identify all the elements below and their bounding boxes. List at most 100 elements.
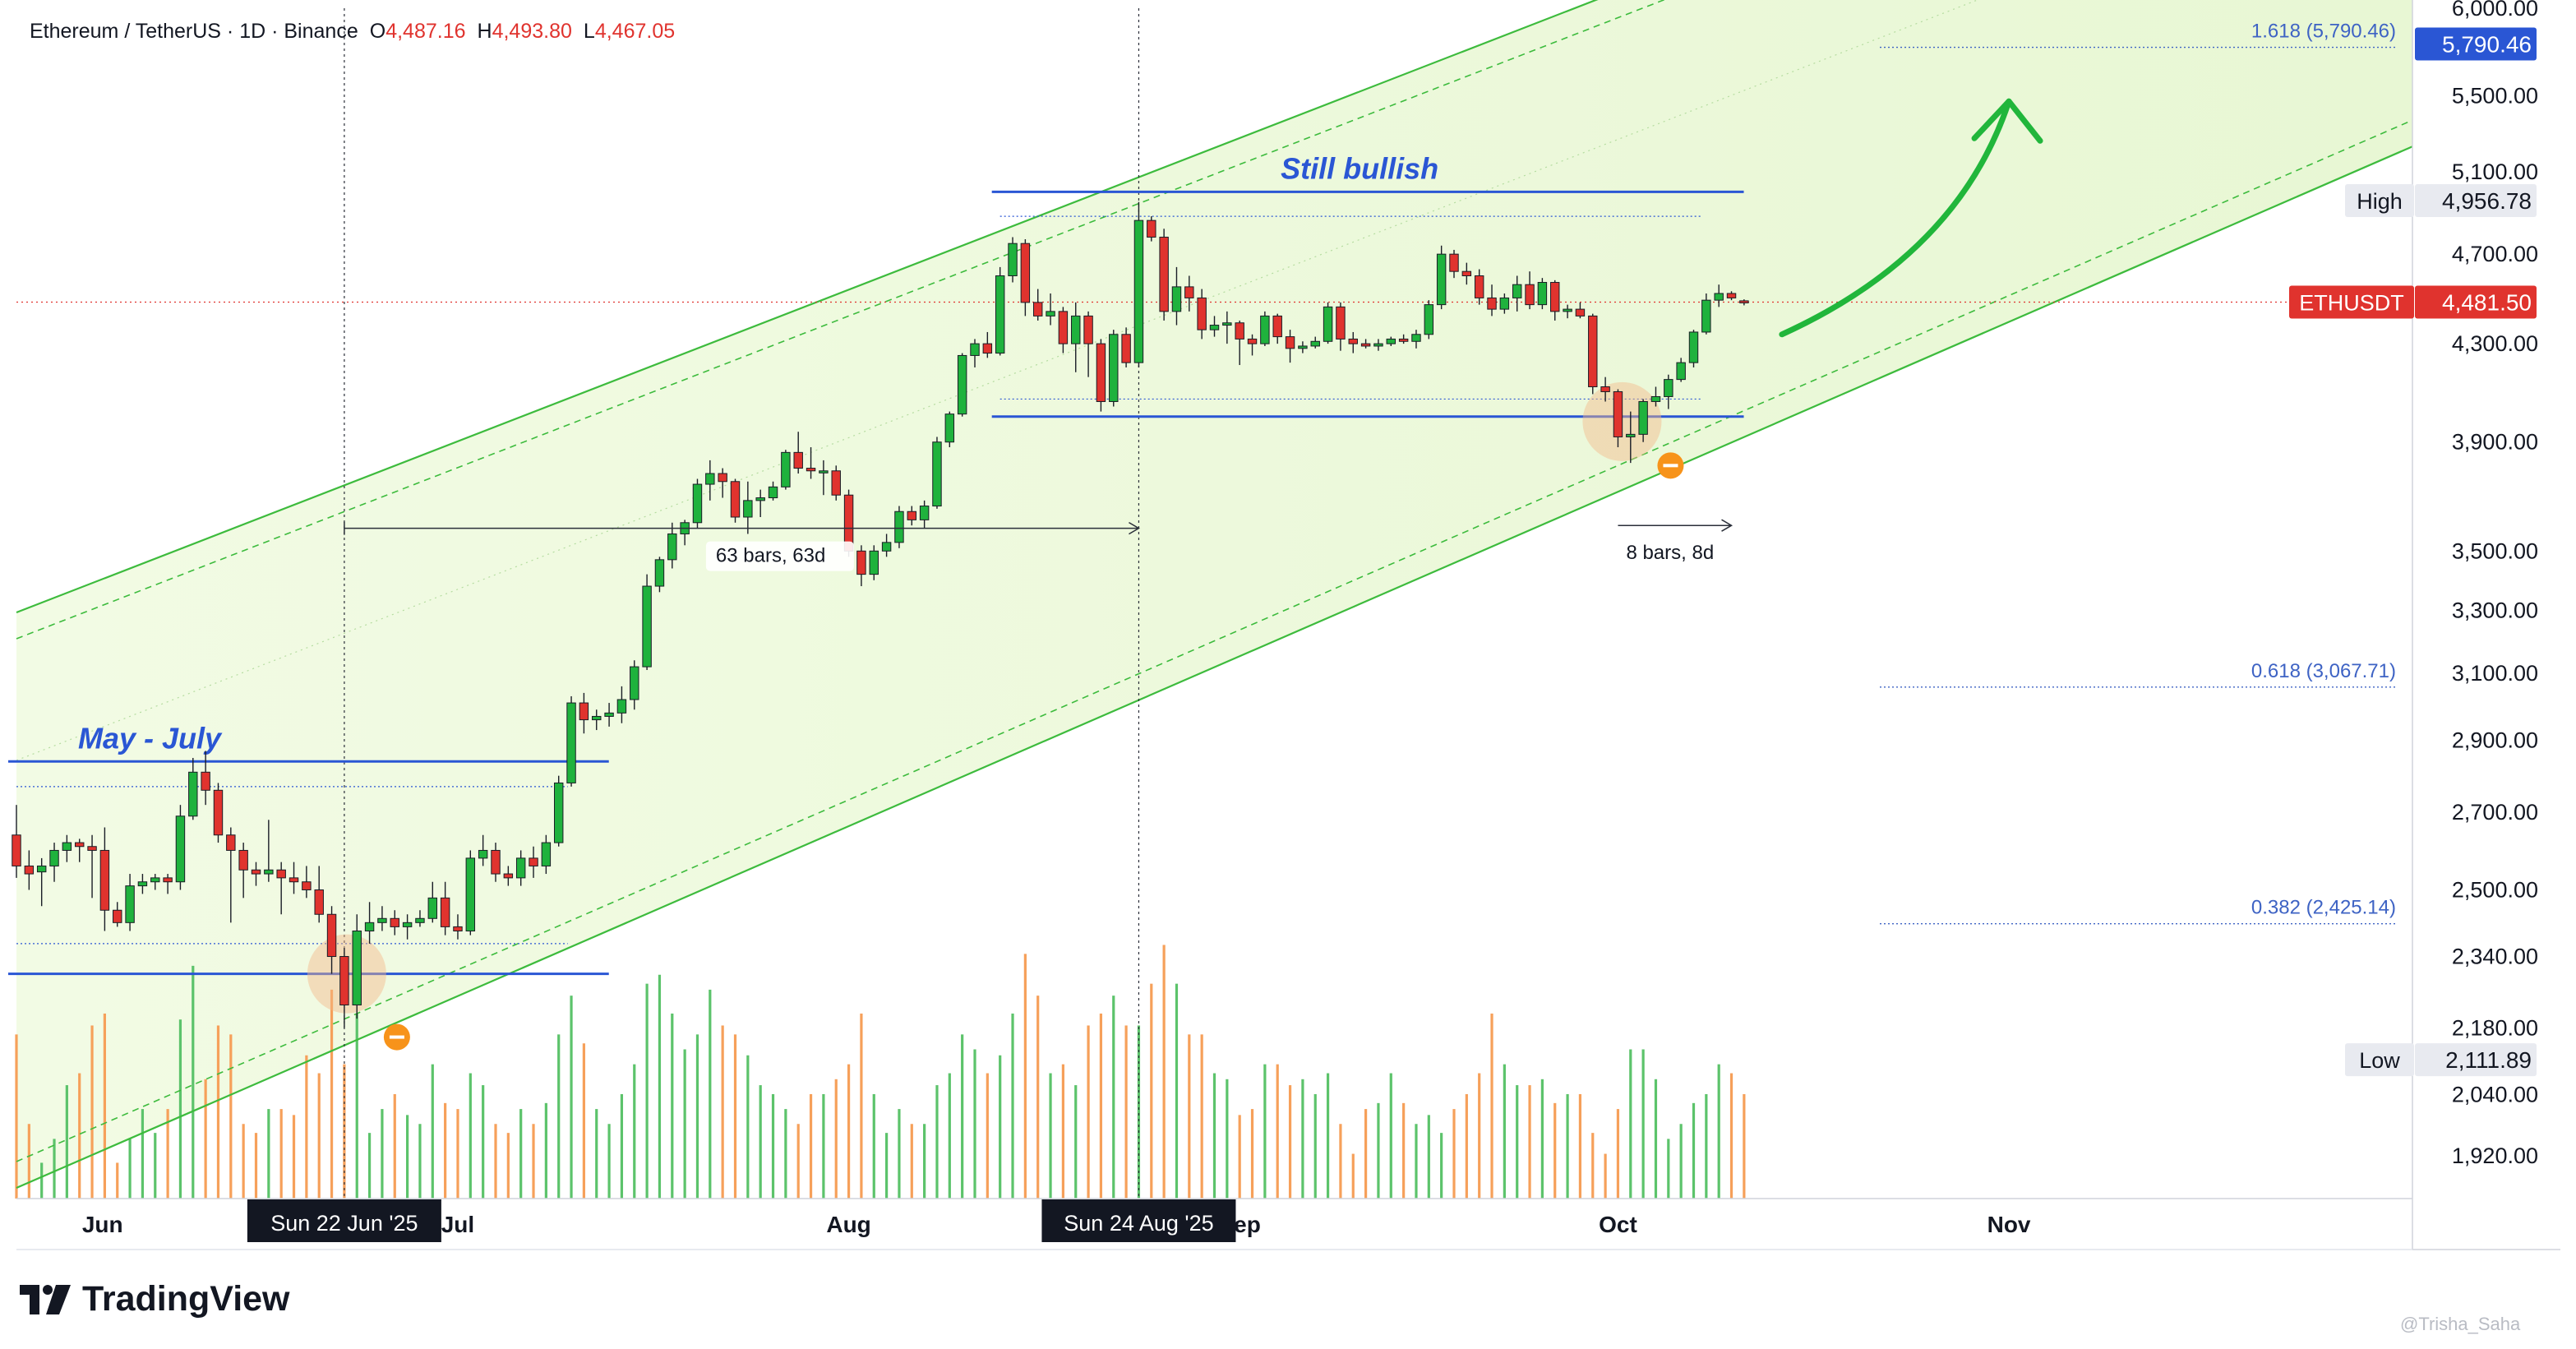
candle-up xyxy=(616,699,627,714)
volume-bar xyxy=(1188,1034,1191,1199)
candle-down xyxy=(1739,300,1749,303)
candle-down xyxy=(1360,343,1371,347)
candle-down xyxy=(1588,315,1598,388)
channel-lower-inner-line xyxy=(16,119,2413,1162)
volume-bar xyxy=(1112,996,1115,1199)
volume-bar xyxy=(90,1025,94,1199)
candle-up xyxy=(768,486,778,499)
volume-bar xyxy=(885,1133,889,1199)
candle-up xyxy=(49,849,59,866)
ohlc-low-label: L xyxy=(583,20,595,43)
volume-bar xyxy=(1604,1153,1607,1199)
candle-up xyxy=(541,842,552,866)
measure-2-label-bg xyxy=(1616,538,1740,569)
candle-up xyxy=(1046,311,1055,316)
candle-down xyxy=(503,873,514,879)
volume-bar xyxy=(178,1019,182,1199)
price-tick-label: 5,100.00 xyxy=(2452,159,2538,184)
candle-down xyxy=(87,846,97,851)
volume-bar xyxy=(267,1109,270,1199)
candle-down xyxy=(1575,308,1586,316)
volume-bar xyxy=(948,1073,951,1199)
candle-down xyxy=(1461,270,1472,276)
volume-bar xyxy=(633,1064,636,1199)
volume-bar xyxy=(1553,1102,1557,1199)
candle-up xyxy=(743,500,753,518)
candle-up xyxy=(1512,284,1522,298)
candle-up xyxy=(604,712,614,717)
volume-bar xyxy=(406,1115,409,1199)
author-watermark: @Trisha_Saha xyxy=(2400,1314,2521,1334)
candle-down xyxy=(1121,334,1131,363)
time-tick-label: Jun xyxy=(82,1212,123,1237)
volume-bar xyxy=(1364,1109,1368,1199)
volume-bar xyxy=(242,1124,245,1199)
candle-up xyxy=(1701,299,1711,333)
high-value: 4,956.78 xyxy=(2442,188,2532,214)
candle-up xyxy=(1424,304,1434,335)
price-tick-label: 3,900.00 xyxy=(2452,430,2538,455)
volume-bar xyxy=(1339,1124,1342,1199)
volume-bar xyxy=(494,1124,497,1199)
volume-bar xyxy=(1540,1079,1544,1199)
candle-up xyxy=(125,885,135,923)
candle-down xyxy=(1184,286,1194,298)
volume-bar xyxy=(822,1093,825,1199)
candle-down xyxy=(1398,338,1409,342)
time-tick-label: Oct xyxy=(1599,1212,1637,1237)
volume-bar xyxy=(1503,1064,1506,1199)
volume-bar xyxy=(1490,1013,1493,1199)
volume-bar xyxy=(192,965,195,1199)
volume-bar xyxy=(771,1093,775,1199)
volume-bar xyxy=(709,989,712,1199)
volume-bar xyxy=(367,1133,372,1199)
candle-down xyxy=(453,926,463,932)
symbol-name: Ethereum / TetherUS · 1D · Binance xyxy=(30,20,358,43)
candle-up xyxy=(478,849,488,859)
volume-bar xyxy=(381,1109,384,1199)
volume-bar xyxy=(1578,1093,1582,1199)
measure-1-label-bg xyxy=(705,541,854,571)
date-label-bg xyxy=(247,1199,441,1242)
volume-bar xyxy=(1629,1049,1632,1199)
volume-bar xyxy=(1717,1064,1720,1199)
volume-bar xyxy=(898,1109,901,1199)
volume-bar xyxy=(330,989,334,1199)
volume-bar xyxy=(1351,1153,1355,1199)
brand-name: TradingView xyxy=(82,1279,290,1319)
volume-bar xyxy=(1440,1133,1443,1199)
volume-bar xyxy=(695,1034,699,1199)
volume-bar xyxy=(1011,1013,1014,1199)
volume-bar xyxy=(1667,1139,1670,1199)
candle-down xyxy=(1159,236,1169,312)
volume-bar xyxy=(1150,983,1153,1199)
volume-bar xyxy=(557,1034,561,1199)
candle-down xyxy=(12,834,21,866)
price-tick-label: 2,040.00 xyxy=(2452,1083,2538,1107)
volume-bar xyxy=(456,1109,459,1199)
candle-up xyxy=(1664,379,1673,397)
volume-bar xyxy=(166,1109,169,1199)
volume-bar xyxy=(1641,1049,1645,1199)
volume-bar xyxy=(1036,996,1040,1199)
tradingview-brand[interactable]: TradingView xyxy=(20,1279,290,1319)
fib-label: 1.618 (5,790.46) xyxy=(2251,21,2396,43)
volume-bar xyxy=(216,1025,220,1199)
high-tag-label: High xyxy=(2357,189,2403,214)
event-marker-glyph xyxy=(1663,464,1678,468)
volume-bar xyxy=(683,1049,686,1199)
volume-bar xyxy=(1465,1093,1468,1199)
volume-bar xyxy=(607,1124,611,1199)
candle-up xyxy=(1537,282,1548,306)
candle-down xyxy=(831,470,841,496)
volume-bar xyxy=(292,1115,296,1199)
candle-down xyxy=(1348,338,1358,344)
volume-bar xyxy=(570,996,573,1199)
measure-2-label: 8 bars, 8d xyxy=(1626,542,1714,564)
volume-bar xyxy=(733,1034,737,1199)
volume-bar xyxy=(1389,1073,1392,1199)
candle-up xyxy=(1323,306,1333,342)
volume-bar xyxy=(1087,1025,1090,1199)
volume-bar xyxy=(154,1133,157,1199)
